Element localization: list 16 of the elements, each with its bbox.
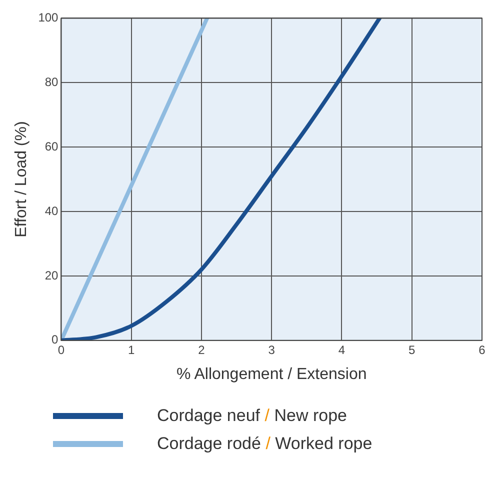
legend-label: Cordage rodé / Worked rope bbox=[157, 434, 372, 454]
x-tick-label: 5 bbox=[408, 342, 416, 357]
x-tick-label: 3 bbox=[268, 342, 276, 357]
x-tick-label: 2 bbox=[198, 342, 206, 357]
y-tick-label: 80 bbox=[44, 74, 59, 89]
legend-label: Cordage neuf / New rope bbox=[157, 406, 347, 426]
x-axis-title: % Allongement / Extension bbox=[176, 366, 367, 383]
y-tick-label: 100 bbox=[38, 10, 59, 25]
y-tick-label: 0 bbox=[52, 332, 59, 347]
y-tick-label: 60 bbox=[44, 139, 59, 154]
x-tick-label: 4 bbox=[338, 342, 346, 357]
y-tick-label: 40 bbox=[44, 204, 59, 218]
y-axis-title: Effort / Load (%) bbox=[13, 121, 30, 238]
x-tick-label: 6 bbox=[478, 342, 486, 357]
y-tick-label: 20 bbox=[44, 268, 59, 282]
x-tick-label: 1 bbox=[128, 342, 136, 357]
